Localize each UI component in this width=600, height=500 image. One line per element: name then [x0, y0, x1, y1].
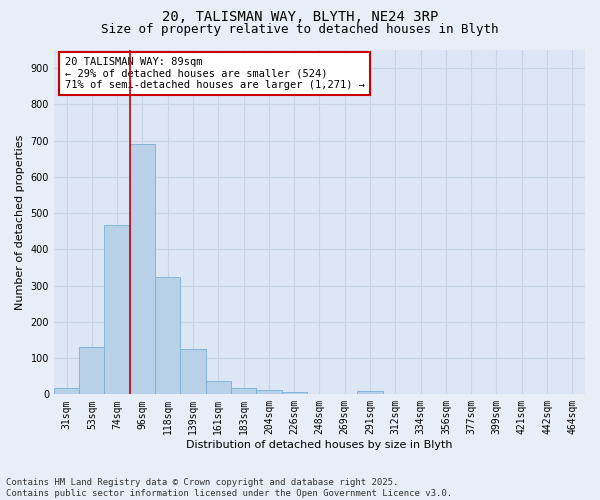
- Bar: [181, 349, 206, 395]
- Y-axis label: Number of detached properties: Number of detached properties: [15, 134, 25, 310]
- Text: 20 TALISMAN WAY: 89sqm
← 29% of detached houses are smaller (524)
71% of semi-de: 20 TALISMAN WAY: 89sqm ← 29% of detached…: [65, 57, 365, 90]
- Bar: [104, 224, 130, 394]
- Text: 20, TALISMAN WAY, BLYTH, NE24 3RP: 20, TALISMAN WAY, BLYTH, NE24 3RP: [162, 10, 438, 24]
- Text: Contains HM Land Registry data © Crown copyright and database right 2025.
Contai: Contains HM Land Registry data © Crown c…: [6, 478, 452, 498]
- Bar: [358, 390, 383, 394]
- Bar: [130, 144, 155, 395]
- Bar: [54, 388, 79, 394]
- Bar: [231, 388, 256, 394]
- Bar: [155, 276, 181, 394]
- X-axis label: Distribution of detached houses by size in Blyth: Distribution of detached houses by size …: [186, 440, 453, 450]
- Bar: [79, 347, 104, 395]
- Text: Size of property relative to detached houses in Blyth: Size of property relative to detached ho…: [101, 22, 499, 36]
- Bar: [256, 390, 281, 394]
- Bar: [206, 380, 231, 394]
- Bar: [281, 392, 307, 394]
